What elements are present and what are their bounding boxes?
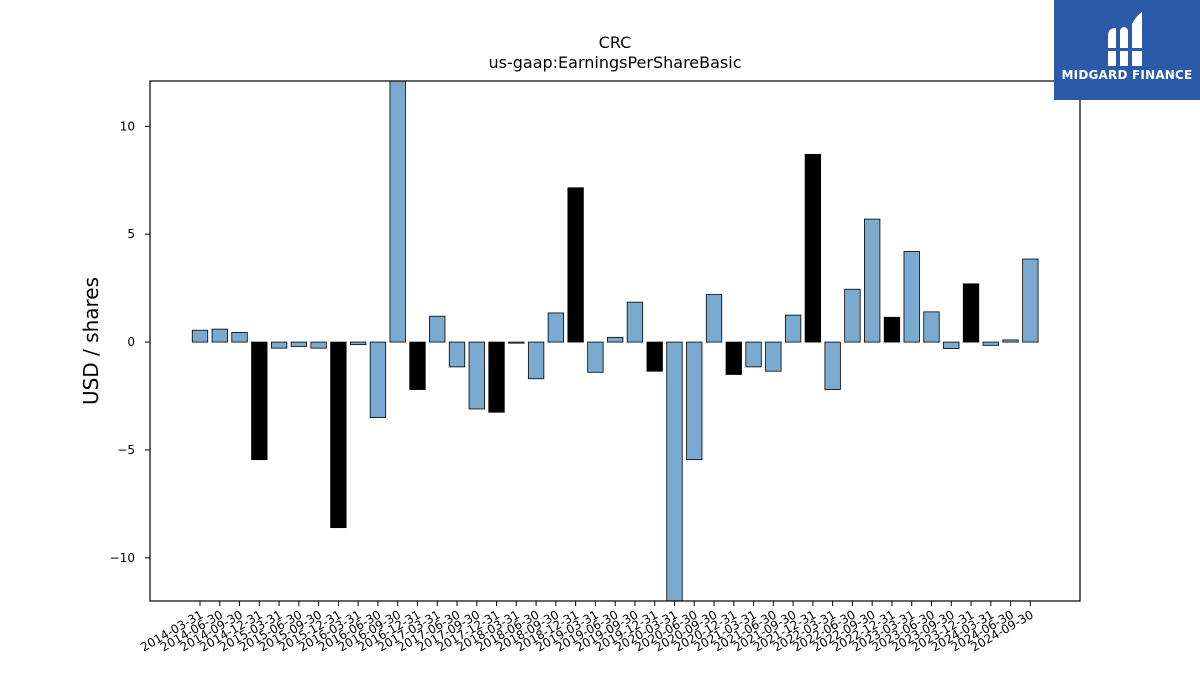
bar-2014-03-31 [191,329,209,343]
chart-title: CRC [599,33,632,52]
x-axis: 2014-03-312014-06-302014-09-302014-12-31… [138,601,1036,654]
bar-group [191,80,1039,602]
bar-2019-03-31 [587,341,604,373]
bar-2022-09-30 [864,218,881,343]
bar-2021-12-31 [804,153,822,343]
brand-name: MIDGARD FINANCE [1061,68,1193,82]
bar-2022-06-30 [844,288,861,343]
chart-subtitle: us-gaap:EarningsPerShareBasic [488,53,741,72]
y-tick-label: −5 [117,443,135,457]
bar-2023-12-31 [962,283,980,343]
y-axis: −10 −5 0 5 10 [110,119,150,565]
bar-2022-03-31 [824,341,841,390]
bar-2017-03-31 [429,315,446,343]
bar-2019-06-30 [607,336,624,343]
midgard-logo-icon [1106,12,1146,66]
bar-2020-12-31 [725,341,742,375]
bar-2022-12-31 [883,316,901,343]
bar-2016-09-30 [389,80,406,343]
bar-2021-09-30 [784,314,802,343]
bar-2017-06-30 [448,341,466,368]
bar-2018-03-31 [508,341,525,344]
y-tick-label: 0 [127,335,135,349]
y-axis-label: USD / shares [79,277,103,405]
y-tick-label: −10 [110,551,135,565]
plot-area-frame [149,80,1081,602]
bar-2014-09-30 [231,331,248,343]
bar-2019-12-31 [646,341,663,372]
bar-2015-03-31 [270,341,288,349]
bar-2014-12-31 [251,341,268,461]
y-tick-label: 10 [120,119,135,133]
bar-2017-12-31 [488,341,505,413]
bar-2018-06-30 [527,341,545,380]
bar-2020-06-30 [686,341,703,461]
bar-2016-12-31 [409,341,426,390]
bar-2016-06-30 [369,341,387,418]
bar-2021-06-30 [765,341,782,372]
y-tick-label: 5 [127,227,135,241]
bar-2015-12-31 [330,341,347,529]
bar-2023-09-30 [943,341,960,349]
bar-2024-09-30 [1022,258,1039,343]
bar-2023-03-31 [903,251,920,343]
bar-2018-12-31 [567,187,584,343]
bar-2018-09-30 [547,312,565,343]
bar-2014-06-30 [211,328,228,343]
bar-2016-03-31 [350,341,367,346]
brand-logo: MIDGARD FINANCE [1054,0,1200,100]
bar-2015-09-30 [310,341,327,349]
bar-2020-03-31 [666,341,683,602]
bar-2015-06-30 [290,341,308,347]
bar-2017-09-30 [468,341,485,410]
bar-2024-03-31 [982,341,999,346]
bar-2020-09-30 [705,294,723,343]
bar-2021-03-31 [745,341,762,368]
bar-2019-09-30 [626,301,644,343]
bar-2023-06-30 [923,311,940,343]
bar-2024-06-30 [1002,339,1019,343]
